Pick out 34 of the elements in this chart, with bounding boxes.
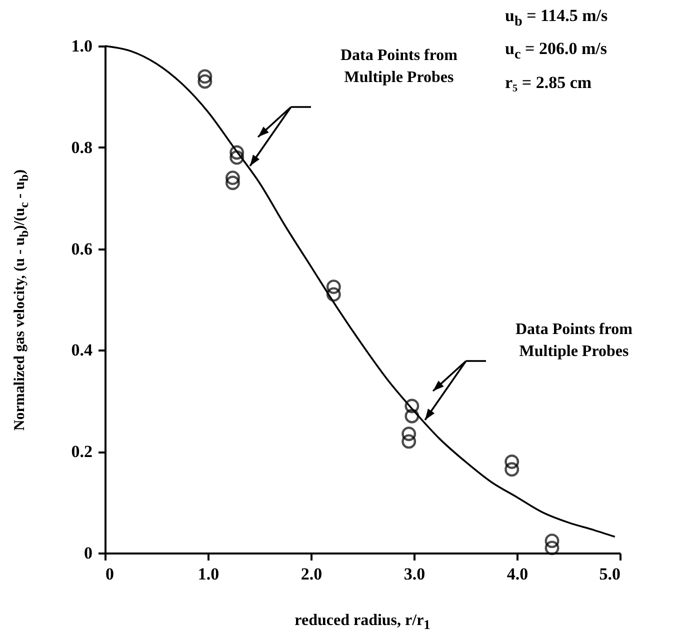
point [404, 398, 420, 414]
point [404, 408, 420, 424]
point [544, 540, 560, 556]
y-tick-label: 0.2 [71, 442, 92, 462]
point [402, 434, 416, 449]
point [326, 287, 341, 302]
point [544, 534, 560, 548]
point [504, 462, 520, 477]
annotation: u$_{c}$ = 206.0 m/s [505, 39, 607, 63]
x-tick-label: 1.0 [198, 564, 220, 584]
annotation: r₅ = 2.85 cm [505, 72, 592, 92]
point [198, 69, 212, 84]
point [230, 150, 244, 165]
x-tick-label: 5.0 [599, 564, 620, 584]
x-axis-title: reduced radius, r/r$_{1}$ [294, 612, 430, 634]
annotation: Data Points from Multiple Probes [515, 320, 633, 362]
x-tick-label: 3.0 [404, 564, 426, 584]
point [225, 176, 240, 190]
y-tick-label: 0.4 [71, 340, 93, 360]
point [230, 145, 244, 160]
y-tick-label: 0 [84, 544, 92, 562]
point [198, 74, 212, 89]
x-tick-label: 2.0 [300, 564, 322, 584]
y-tick-label: 0.6 [71, 239, 92, 258]
y-tick-label: 1.0 [71, 36, 92, 56]
point [326, 280, 341, 294]
point [402, 426, 416, 442]
text: u$_{b}$ = 114.5 m/s [505, 6, 608, 30]
point [225, 170, 240, 186]
y-tick-label: 0.8 [71, 138, 92, 157]
point [504, 454, 520, 469]
x-tick-label: 0 [106, 564, 114, 584]
annotation: Data Points from Multiple Probes [340, 46, 458, 88]
x-tick-label: 4.0 [506, 564, 528, 584]
